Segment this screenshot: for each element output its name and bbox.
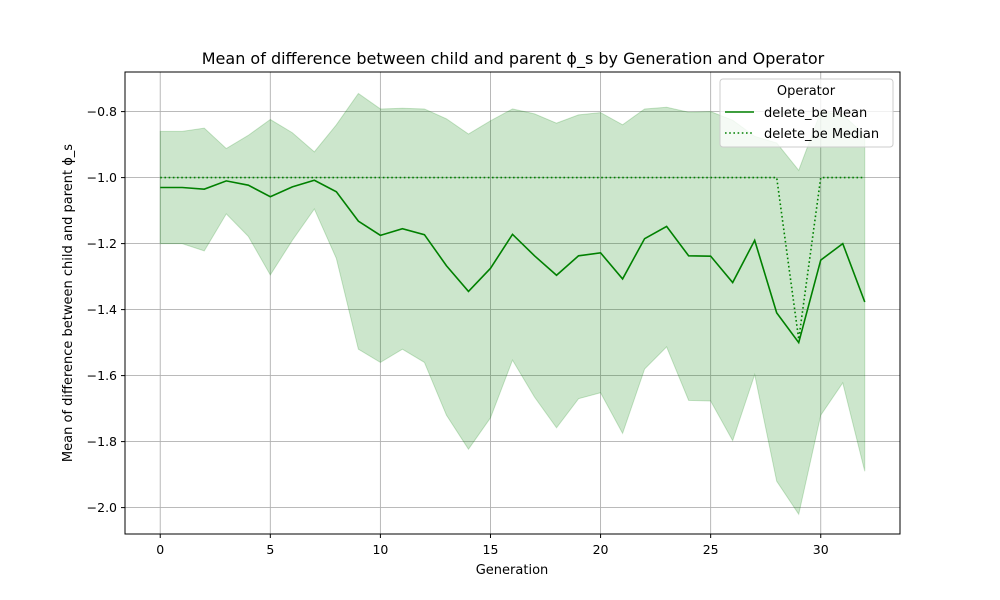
y-tick-label: −2.0 [87, 500, 117, 515]
legend-label-mean: delete_be Mean [764, 106, 867, 121]
y-tick-label: −1.2 [87, 236, 117, 251]
x-tick-label: 20 [593, 542, 609, 557]
y-tick-label: −1.8 [87, 434, 117, 449]
y-tick-label: −1.0 [87, 170, 117, 185]
legend-title: Operator [777, 84, 836, 99]
legend-label-median: delete_be Median [764, 127, 879, 142]
x-tick-label: 25 [703, 542, 719, 557]
x-tick-label: 10 [372, 542, 388, 557]
x-axis: 0 5 10 15 20 25 30 [156, 534, 829, 557]
x-tick-label: 15 [483, 542, 499, 557]
y-tick-label: −1.6 [87, 368, 117, 383]
x-tick-label: 0 [156, 542, 164, 557]
x-tick-label: 5 [266, 542, 274, 557]
legend-box [719, 78, 894, 148]
y-axis-label: Mean of difference between child and par… [61, 144, 76, 462]
series-line-mean [160, 179, 866, 345]
x-tick-label: 30 [813, 542, 829, 557]
confidence-band [159, 92, 866, 516]
chart-title: Mean of difference between child and par… [202, 49, 825, 69]
plot-frame [124, 71, 901, 535]
legend: Operator delete_be Mean delete_be Median [719, 78, 894, 148]
x-axis-label: Generation [476, 563, 549, 578]
y-axis: −2.0 −1.8 −1.6 −1.4 −1.2 −1.0 −0.8 [87, 104, 125, 515]
y-tick-label: −0.8 [87, 104, 117, 119]
y-tick-label: −1.4 [87, 302, 117, 317]
